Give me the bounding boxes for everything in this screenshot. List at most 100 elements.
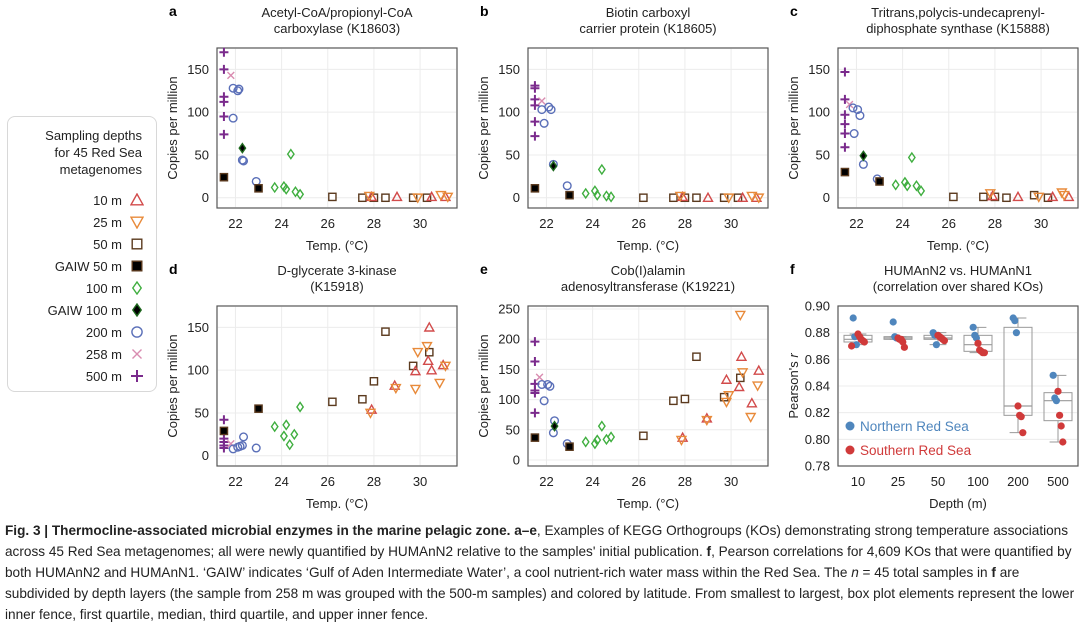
- data-point: [239, 432, 249, 442]
- legend-item: 50 m: [48, 233, 144, 255]
- data-point: [530, 184, 540, 193]
- data-point: [1043, 193, 1053, 203]
- y-axis-label: Copies per million: [165, 334, 180, 437]
- figure-caption: Fig. 3 | Thermocline-associated microbia…: [5, 520, 1080, 625]
- y-tick-label: 0: [513, 452, 520, 467]
- y-tick-label: 250: [498, 302, 520, 317]
- data-point: [296, 401, 305, 413]
- y-axis-label: Copies per million: [476, 334, 491, 437]
- y-tick-label: 50: [816, 147, 830, 162]
- x-tick-label: 100: [967, 474, 989, 489]
- data-point: [676, 190, 689, 202]
- panel-c-tritrans-chart: c Tritrans,polycis-undecaprenyl-diphospha…: [786, 0, 1080, 263]
- data-point: [859, 150, 868, 162]
- panel-e-cobalamin-chart: e Cob(I)alamin adenosyltransferase (K19221…: [476, 258, 776, 521]
- data-points: [530, 81, 765, 204]
- data-point: [1002, 193, 1011, 203]
- data-point: [845, 100, 854, 109]
- data-point: [855, 111, 865, 121]
- data-point: [422, 354, 434, 366]
- data-point: [226, 439, 235, 448]
- legend-marker-icon: [132, 349, 142, 359]
- data-point: [702, 191, 714, 203]
- data-point-north: [1011, 317, 1019, 325]
- data-point-south: [900, 343, 908, 351]
- data-points: [219, 47, 454, 204]
- x-tick-label: 26: [942, 216, 956, 231]
- x-tick-label: 24: [585, 474, 599, 489]
- legend-label: GAIW 100 m: [47, 302, 122, 318]
- legend-item: 200 m: [48, 321, 144, 343]
- y-tick-label: 100: [498, 105, 520, 120]
- legend-item: 100 m: [48, 277, 144, 299]
- x-tick-label: 30: [724, 216, 738, 231]
- data-point: [226, 71, 235, 80]
- data-point: [875, 177, 884, 186]
- data-point: [219, 111, 229, 121]
- y-tick-label: 50: [195, 405, 209, 420]
- data-point: [425, 364, 438, 375]
- data-point: [530, 117, 540, 127]
- data-point: [1029, 190, 1039, 200]
- data-point: [562, 181, 572, 191]
- data-point: [753, 193, 765, 204]
- y-tick-label: 0.82: [805, 405, 830, 420]
- y-tick-label: 150: [187, 320, 209, 335]
- data-point: [736, 368, 749, 379]
- y-tick-label: 0.88: [805, 325, 830, 340]
- data-point: [270, 420, 279, 433]
- legend-marker-icon: [131, 303, 143, 317]
- data-points: [530, 310, 765, 451]
- y-tick-label: 100: [187, 105, 209, 120]
- caption-text-2: , Pearson correlations for 4,609 KOs tha…: [5, 544, 1072, 580]
- data-point: [442, 192, 454, 203]
- x-axis-label: Temp. (°C): [306, 238, 368, 253]
- y-tick-label: 100: [498, 392, 520, 407]
- x-axis-label: Temp. (°C): [617, 238, 679, 253]
- caption-n: n: [851, 565, 859, 580]
- data-point: [228, 113, 238, 123]
- data-point: [745, 412, 757, 424]
- panel-letter: e: [480, 261, 488, 277]
- y-tick-label: 0: [202, 190, 209, 205]
- data-point: [251, 443, 261, 453]
- x-axis-label: Depth (m): [929, 496, 987, 511]
- data-point: [328, 192, 337, 202]
- legend-item: 258 m: [48, 343, 144, 365]
- data-point-south: [848, 342, 856, 350]
- data-point: [853, 105, 863, 115]
- legend-marker-icon: [131, 238, 143, 250]
- chart-title: Tritrans,polycis-undecaprenyl-: [871, 5, 1045, 20]
- data-point: [412, 193, 424, 204]
- x-tick-label: 25: [891, 474, 905, 489]
- x-tick-label: 26: [632, 216, 646, 231]
- legend-label: 25 m: [93, 214, 122, 230]
- data-point: [607, 431, 616, 443]
- x-tick-label: 26: [321, 216, 335, 231]
- data-point: [680, 394, 690, 404]
- data-point: [423, 321, 435, 332]
- data-point: [530, 131, 540, 141]
- data-point: [539, 396, 549, 406]
- data-point: [734, 310, 746, 321]
- data-point: [219, 426, 229, 436]
- data-point-south: [1017, 413, 1025, 421]
- data-point: [530, 100, 540, 110]
- data-point: [282, 183, 291, 195]
- x-tick-label: 28: [367, 474, 381, 489]
- x-tick-label: 10: [851, 474, 865, 489]
- data-point: [669, 396, 678, 406]
- data-point: [270, 181, 279, 194]
- data-point: [291, 186, 300, 198]
- y-tick-label: 0.78: [805, 459, 830, 474]
- data-point: [434, 378, 446, 389]
- x-tick-label: 22: [849, 216, 863, 231]
- panel-b-biotin-chart: b Biotin carboxyl carrier protein (K18605)…: [476, 0, 776, 263]
- data-point: [422, 193, 432, 203]
- plot-area: [216, 305, 458, 467]
- legend-items: 10 m 25 m 50 m GAIW 50 m 100 m GAIW 100 m 200 …: [48, 189, 144, 387]
- x-tick-label: 500: [1047, 474, 1069, 489]
- x-tick-label: 28: [678, 474, 692, 489]
- diamond-icon: [131, 303, 143, 317]
